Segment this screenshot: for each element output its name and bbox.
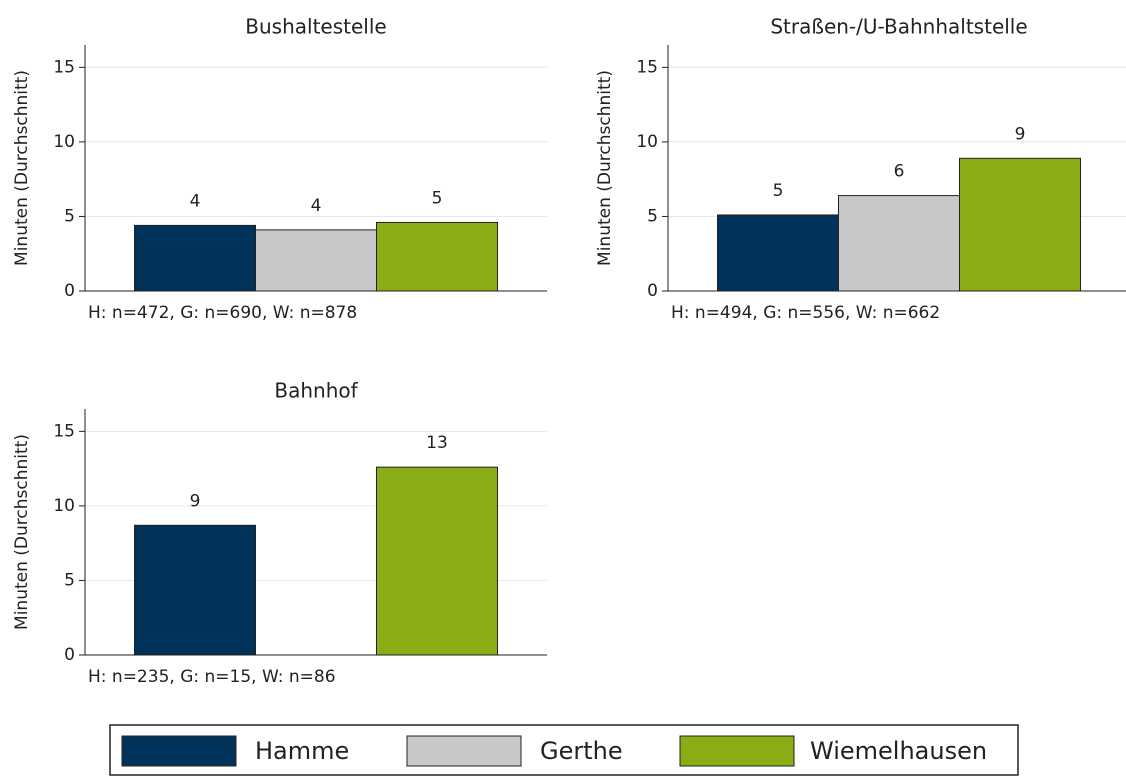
y-tick-label: 5 xyxy=(64,206,75,226)
sample-note: H: n=472, G: n=690, W: n=878 xyxy=(88,303,357,323)
legend-swatch xyxy=(406,735,522,767)
legend-label: Hamme xyxy=(255,737,349,765)
bar xyxy=(959,157,1081,292)
chart-title: Bahnhof xyxy=(274,379,358,403)
bar xyxy=(255,229,377,292)
data-label: 4 xyxy=(311,196,322,216)
bar xyxy=(376,466,498,656)
bar xyxy=(134,524,256,656)
y-tick-label: 10 xyxy=(53,132,75,152)
bar xyxy=(134,224,256,292)
y-tick-label: 0 xyxy=(647,281,658,301)
y-tick-label: 10 xyxy=(636,132,658,152)
data-label: 6 xyxy=(894,162,905,182)
y-axis-label: Minuten (Durchschnitt) xyxy=(12,434,32,630)
y-tick-label: 5 xyxy=(647,206,658,226)
bar xyxy=(376,221,498,292)
chart-title: Straßen-/U-Bahnhaltstelle xyxy=(770,15,1027,39)
data-label: 9 xyxy=(190,491,201,511)
legend-label: Wiemelhausen xyxy=(810,737,987,765)
data-label: 5 xyxy=(432,188,443,208)
legend-box xyxy=(109,724,1019,776)
bar xyxy=(717,214,839,292)
y-tick-label: 0 xyxy=(64,281,75,301)
sample-note: H: n=494, G: n=556, W: n=662 xyxy=(671,303,940,323)
y-tick-label: 15 xyxy=(53,421,75,441)
y-tick-label: 0 xyxy=(64,645,75,665)
sample-note: H: n=235, G: n=15, W: n=86 xyxy=(88,667,336,687)
y-axis-label: Minuten (Durchschnitt) xyxy=(595,70,615,266)
legend-swatch xyxy=(679,735,795,767)
data-label: 4 xyxy=(190,191,201,211)
data-label: 13 xyxy=(426,433,448,453)
chart-title: Bushaltestelle xyxy=(245,15,386,39)
data-label: 5 xyxy=(773,181,784,201)
legend-label: Gerthe xyxy=(540,737,623,765)
y-tick-label: 15 xyxy=(636,57,658,77)
legend-swatch xyxy=(121,735,237,767)
y-tick-label: 5 xyxy=(64,570,75,590)
y-axis-label: Minuten (Durchschnitt) xyxy=(12,70,32,266)
data-label: 9 xyxy=(1015,124,1026,144)
y-tick-label: 15 xyxy=(53,57,75,77)
y-tick-label: 10 xyxy=(53,496,75,516)
bar xyxy=(838,195,960,292)
